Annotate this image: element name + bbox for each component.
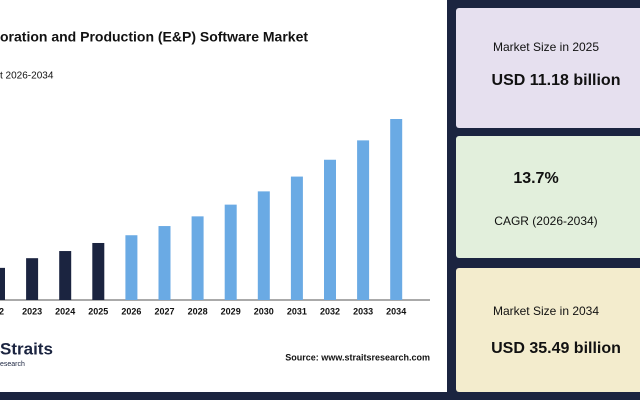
card-value: USD 11.18 billion bbox=[491, 72, 621, 89]
bar bbox=[357, 140, 370, 300]
x-tick-label: 2028 bbox=[188, 306, 208, 316]
x-tick-label: 2032 bbox=[320, 306, 340, 316]
logo-sub: esearch bbox=[0, 361, 25, 368]
bar bbox=[257, 191, 270, 300]
bar bbox=[324, 159, 336, 300]
bar bbox=[158, 226, 171, 300]
bar bbox=[0, 267, 5, 300]
x-tick-label: 2030 bbox=[254, 306, 274, 316]
bar bbox=[390, 119, 403, 300]
bar bbox=[290, 176, 303, 300]
x-tick-label: 2026 bbox=[121, 306, 141, 316]
x-tick-label: 2029 bbox=[221, 306, 241, 316]
card-label: Market Size in 2025 bbox=[492, 40, 600, 54]
bar bbox=[92, 242, 105, 300]
x-tick-label: 2031 bbox=[287, 306, 307, 316]
x-tick-label: 2025 bbox=[88, 306, 108, 316]
card: 13.7% CAGR (2026-2034) bbox=[456, 136, 640, 258]
chart: oration and Production (E&P) Software Ma… bbox=[0, 29, 430, 368]
bar bbox=[191, 216, 204, 300]
card-label: CAGR (2026-2034) bbox=[494, 214, 598, 228]
card: Market Size in 2025 USD 11.18 billion bbox=[456, 8, 640, 128]
bar bbox=[59, 251, 72, 300]
logo: Straits bbox=[0, 339, 53, 358]
x-tick-label: 2033 bbox=[353, 306, 373, 316]
bar bbox=[125, 235, 138, 300]
x-tick-label: 2027 bbox=[154, 306, 174, 316]
card-value: USD 35.49 billion bbox=[491, 340, 621, 357]
x-tick-label: 2034 bbox=[386, 306, 406, 316]
x-tick-label: 22 bbox=[0, 306, 4, 316]
source: Source: www.straitsresearch.com bbox=[285, 352, 430, 362]
card-label: Market Size in 2034 bbox=[492, 304, 600, 318]
bar bbox=[26, 258, 39, 300]
chart-title: oration and Production (E&P) Software Ma… bbox=[0, 29, 308, 45]
card-value: 13.7% bbox=[513, 170, 559, 187]
card: Market Size in 2034 USD 35.49 billion bbox=[456, 268, 640, 392]
x-tick-label: 2024 bbox=[55, 306, 75, 316]
bar bbox=[224, 204, 237, 300]
x-tick-label: 2023 bbox=[22, 306, 42, 316]
chart-subtitle: t 2026-2034 bbox=[0, 71, 54, 82]
chart-panel: oration and Production (E&P) Software Ma… bbox=[0, 0, 447, 392]
